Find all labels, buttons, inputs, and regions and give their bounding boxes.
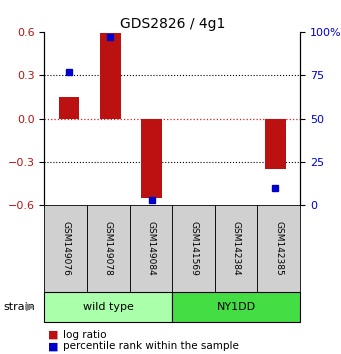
Bar [141, 119, 162, 198]
Bar [172, 292, 300, 322]
Text: strain: strain [3, 302, 35, 312]
Text: GSM142385: GSM142385 [274, 221, 283, 276]
Text: GSM149078: GSM149078 [104, 221, 113, 276]
Text: ■: ■ [48, 341, 58, 351]
Title: GDS2826 / 4g1: GDS2826 / 4g1 [119, 17, 225, 31]
Bar [130, 205, 172, 292]
Bar [257, 205, 300, 292]
Text: ■: ■ [48, 330, 58, 339]
Bar [44, 205, 87, 292]
Text: NY1DD: NY1DD [217, 302, 256, 312]
Bar [215, 205, 257, 292]
Bar [59, 97, 79, 119]
Bar [172, 205, 215, 292]
Text: GSM141569: GSM141569 [189, 221, 198, 276]
Text: ▶: ▶ [26, 302, 34, 312]
Text: GSM149084: GSM149084 [146, 221, 155, 276]
Bar [44, 292, 172, 322]
Bar [100, 33, 121, 119]
Text: wild type: wild type [83, 302, 134, 312]
Bar [87, 205, 130, 292]
Bar [265, 119, 286, 169]
Text: GSM149076: GSM149076 [61, 221, 70, 276]
Text: GSM142384: GSM142384 [232, 221, 241, 276]
Text: percentile rank within the sample: percentile rank within the sample [63, 341, 239, 351]
Text: log ratio: log ratio [63, 330, 107, 339]
